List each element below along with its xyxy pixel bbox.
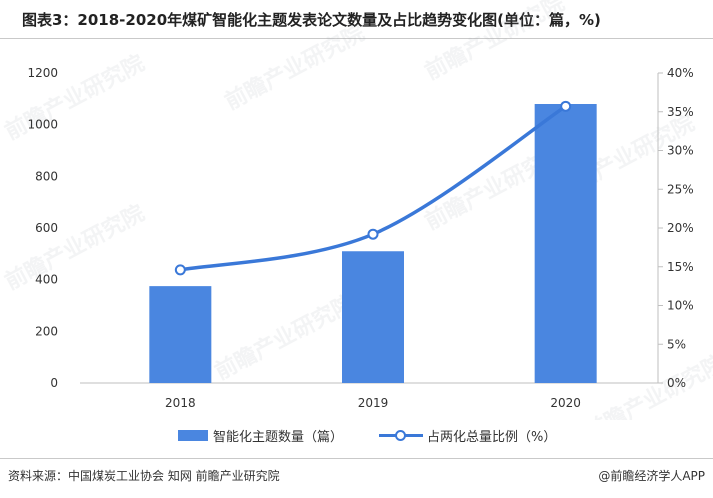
left-tick-label: 600	[35, 221, 58, 235]
watermark-text: 前瞻产业研究院	[221, 20, 369, 115]
right-tick-label: 10%	[667, 299, 694, 313]
bar	[149, 286, 212, 383]
legend-item-bar: 智能化主题数量（篇）	[178, 426, 343, 445]
category-label: 2019	[358, 396, 389, 410]
line-point	[174, 264, 186, 276]
left-tick-label: 400	[35, 273, 58, 287]
footer-divider	[0, 458, 713, 459]
left-axis-ticks: 0 200 400 600 800 1000 1200	[27, 66, 58, 390]
category-label: 2020	[550, 396, 581, 410]
left-tick-label: 800	[35, 169, 58, 183]
right-tick-label: 35%	[667, 105, 694, 119]
category-labels: 2018 2019 2020	[165, 396, 581, 410]
legend-item-line: 占两化总量比例（%）	[343, 426, 556, 445]
brand-credit: @前瞻经济学人APP	[598, 469, 705, 483]
legend-bar-swatch	[178, 429, 208, 441]
chart-title: 图表3：2018-2020年煤矿智能化主题发表论文数量及占比趋势变化图(单位：篇…	[22, 11, 601, 29]
right-tick-label: 0%	[667, 376, 686, 390]
chart: 前瞻产业研究院 前瞻产业研究院 前瞻产业研究院前瞻产业研究院前瞻产业研究院前瞻产业研…	[1, 0, 713, 420]
legend-line-swatch	[379, 429, 424, 441]
watermark-text: 前瞻产业研究院	[1, 200, 149, 295]
watermark-text: 前瞻产业研究院	[581, 350, 713, 420]
bar	[342, 251, 404, 383]
left-tick-label: 1000	[27, 118, 58, 132]
right-tick-label: 20%	[667, 221, 694, 235]
legend-line-label: 占两化总量比例（%）	[427, 429, 557, 445]
left-tick-label: 0	[50, 376, 58, 390]
line-point	[367, 228, 379, 240]
category-label: 2018	[165, 396, 196, 410]
line-series	[174, 100, 572, 276]
right-tick-label: 40%	[667, 66, 694, 80]
watermark-text: 前瞻产业研究院	[211, 290, 359, 385]
watermark-text: 前瞻产业研究院	[421, 0, 569, 85]
watermark-text: 前瞻产业研究院	[1, 50, 149, 145]
right-tick-label: 25%	[667, 182, 694, 196]
right-tick-label: 5%	[667, 337, 686, 351]
bar	[534, 104, 597, 383]
right-tick-label: 15%	[667, 260, 694, 274]
right-axis-ticks: 0% 5% 10% 15% 20% 25% 30% 35% 40%	[658, 66, 694, 390]
left-tick-label: 1200	[27, 66, 58, 80]
bar-series	[149, 104, 597, 383]
source-note: 资料来源：中国煤炭工业协会 知网 前瞻产业研究院	[8, 469, 280, 483]
legend: 智能化主题数量（篇） 占两化总量比例（%）	[178, 424, 556, 446]
right-tick-label: 30%	[667, 144, 694, 158]
legend-bar-label: 智能化主题数量（篇）	[213, 429, 344, 445]
line-point	[560, 100, 572, 112]
left-tick-label: 200	[35, 324, 58, 338]
title-divider	[0, 38, 713, 39]
